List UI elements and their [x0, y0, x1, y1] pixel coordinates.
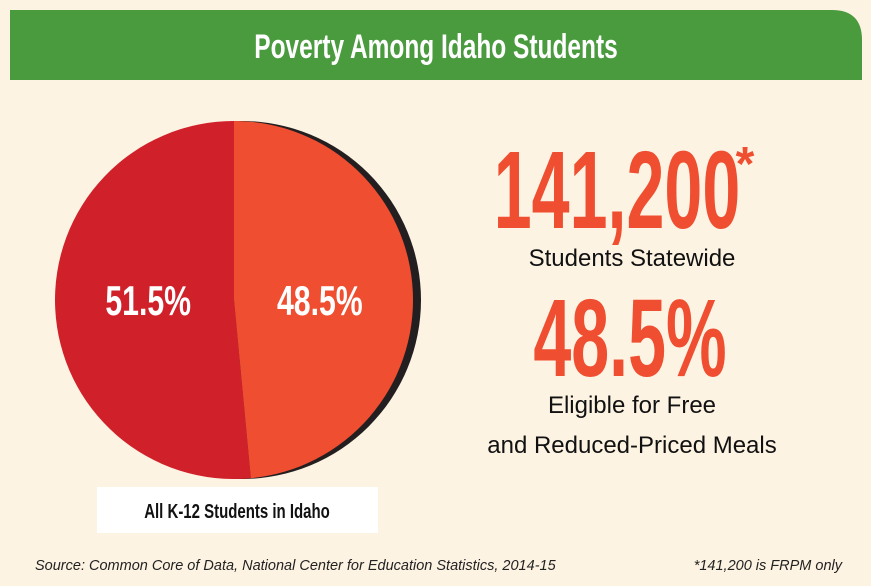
pie-slice	[54, 121, 251, 479]
slice-label: 48.5%	[277, 277, 363, 324]
slice-label-group: 51.5%	[105, 277, 191, 324]
pie-caption: All K-12 Students in Idaho	[144, 500, 330, 523]
stat-caption: Eligible for Free	[548, 392, 716, 419]
stat-note: *	[736, 138, 755, 191]
stat-caption: and Reduced-Priced Meals	[487, 432, 777, 459]
header-bar	[10, 10, 862, 80]
stat-number: 48.5%	[533, 277, 726, 400]
pie-slice	[234, 121, 413, 479]
chart-title-group: Poverty Among Idaho Students	[254, 28, 617, 66]
stat-number-group: 141,200	[494, 129, 740, 252]
pie-caption-group: All K-12 Students in Idaho	[144, 500, 330, 523]
slice-label-group: 48.5%	[277, 277, 363, 324]
slice-label: 51.5%	[105, 277, 191, 324]
stat-number-group: 48.5%	[533, 277, 726, 400]
stat-caption: Students Statewide	[529, 245, 736, 272]
stat-number: 141,200	[494, 129, 740, 252]
footnote: *141,200 is FRPM only	[694, 558, 843, 574]
chart-title: Poverty Among Idaho Students	[254, 28, 617, 66]
caption-box	[97, 487, 378, 533]
source: Source: Common Core of Data, National Ce…	[35, 558, 557, 574]
